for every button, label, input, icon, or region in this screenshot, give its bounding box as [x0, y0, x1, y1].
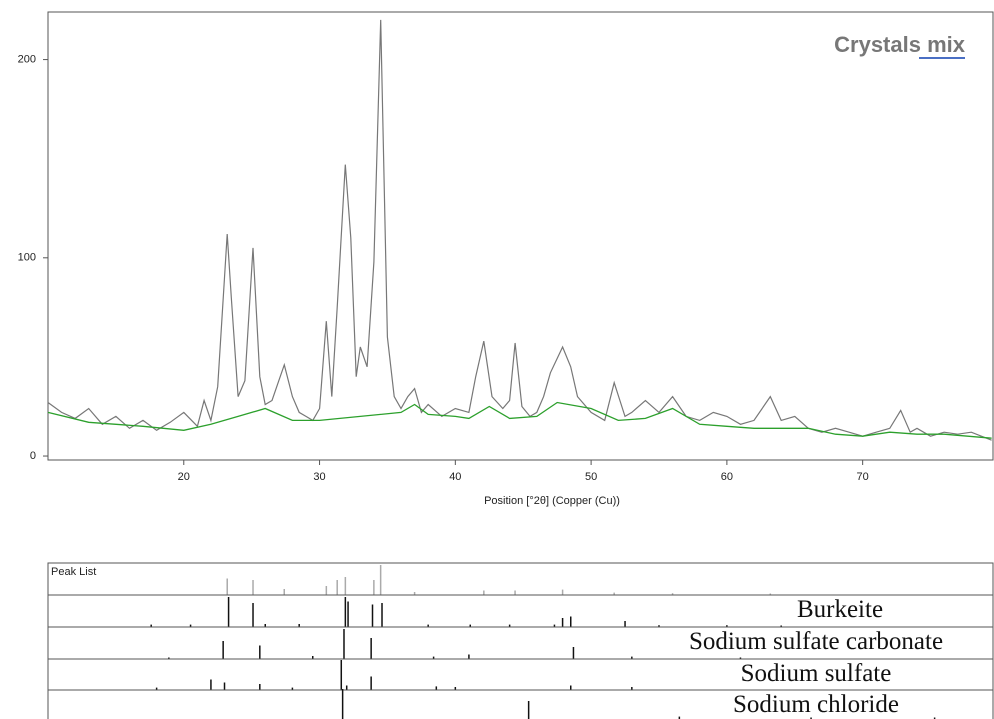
- y-tick-label: 200: [18, 53, 36, 65]
- x-tick-label: 40: [449, 471, 461, 483]
- y-tick-label: 100: [18, 252, 36, 264]
- chart-title: Crystals mix: [834, 32, 966, 57]
- plot-frame: [47, 11, 994, 461]
- row-label: Sodium chloride: [733, 691, 899, 718]
- x-tick-label: 20: [178, 471, 190, 483]
- x-tick-label: 70: [857, 471, 869, 483]
- row-label: Sodium sulfate: [741, 660, 892, 687]
- pattern-row: [47, 689, 994, 719]
- x-tick-label: 30: [313, 471, 325, 483]
- data-line: [47, 19, 992, 441]
- row-label: Peak List: [51, 566, 96, 578]
- x-axis-label: Position [°2θ] (Copper (Cu)): [484, 495, 620, 507]
- y-tick-label: 0: [30, 450, 36, 462]
- x-tick-label: 60: [721, 471, 733, 483]
- row-label: Burkeite: [797, 596, 883, 623]
- pattern-row: [47, 562, 994, 596]
- data-line: [47, 401, 992, 439]
- row-label: Sodium sulfate carbonate: [689, 628, 943, 655]
- x-tick-label: 50: [585, 471, 597, 483]
